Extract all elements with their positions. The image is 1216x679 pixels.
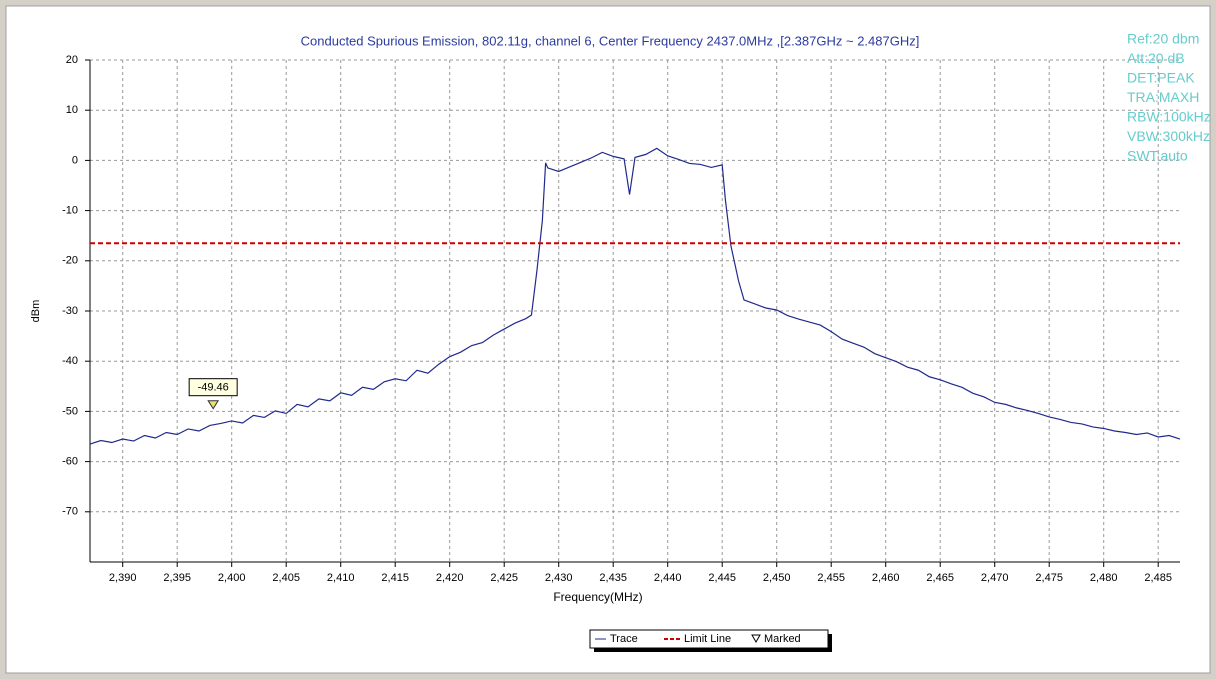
setting-text: RBW:100kHz	[1127, 109, 1211, 125]
x-tick-label: 2,485	[1144, 572, 1172, 584]
y-tick-label: -70	[62, 506, 78, 518]
legend-swatch	[751, 634, 761, 644]
x-tick-label: 2,400	[218, 572, 246, 584]
setting-text: Att:20 dB	[1127, 50, 1185, 66]
x-tick-label: 2,395	[163, 572, 191, 584]
marker-label-box	[188, 378, 238, 397]
setting-text: Ref:20 dbm	[1127, 31, 1199, 47]
x-tick-label: 2,440	[654, 572, 682, 584]
y-tick-label: -60	[62, 456, 78, 468]
y-tick-label: -50	[62, 405, 78, 417]
x-tick-label: 2,420	[436, 572, 464, 584]
y-tick-label: -30	[62, 305, 78, 317]
y-tick-label: 0	[72, 154, 78, 166]
y-tick-label: 10	[66, 104, 78, 116]
chart-title: Conducted Spurious Emission, 802.11g, ch…	[301, 33, 920, 48]
setting-text: TRA:MAXH	[1127, 89, 1199, 105]
marker	[207, 400, 220, 410]
x-tick-label: 2,415	[381, 572, 409, 584]
setting-text: VBW:300kHz	[1127, 128, 1210, 144]
legend-box	[589, 629, 829, 649]
x-tick-label: 2,390	[109, 572, 137, 584]
y-tick-label: -40	[62, 355, 78, 367]
x-axis-label: Frequency(MHz)	[553, 590, 642, 604]
x-tick-label: 2,425	[490, 572, 518, 584]
legend-label: Limit Line	[684, 633, 731, 645]
legend-label: Marked	[764, 633, 801, 645]
x-tick-label: 2,430	[545, 572, 573, 584]
y-axis-label: dBm	[30, 300, 42, 323]
x-tick-label: 2,465	[926, 572, 954, 584]
x-tick-label: 2,445	[708, 572, 736, 584]
trace-line	[89, 147, 1181, 445]
x-tick-label: 2,455	[817, 572, 845, 584]
x-tick-label: 2,460	[872, 572, 900, 584]
x-tick-label: 2,450	[763, 572, 791, 584]
setting-text: SWT:auto	[1127, 148, 1188, 164]
legend-label: Trace	[610, 633, 638, 645]
y-tick-label: -20	[62, 255, 78, 267]
y-tick-label: 20	[66, 54, 78, 66]
x-tick-label: 2,470	[981, 572, 1009, 584]
x-tick-label: 2,405	[272, 572, 300, 584]
y-tick-label: -10	[62, 205, 78, 217]
x-tick-label: 2,475	[1035, 572, 1063, 584]
x-tick-label: 2,480	[1090, 572, 1118, 584]
x-tick-label: 2,435	[599, 572, 627, 584]
marker-label: -49.46	[198, 382, 229, 394]
setting-text: DET:PEAK	[1127, 70, 1195, 86]
x-tick-label: 2,410	[327, 572, 355, 584]
